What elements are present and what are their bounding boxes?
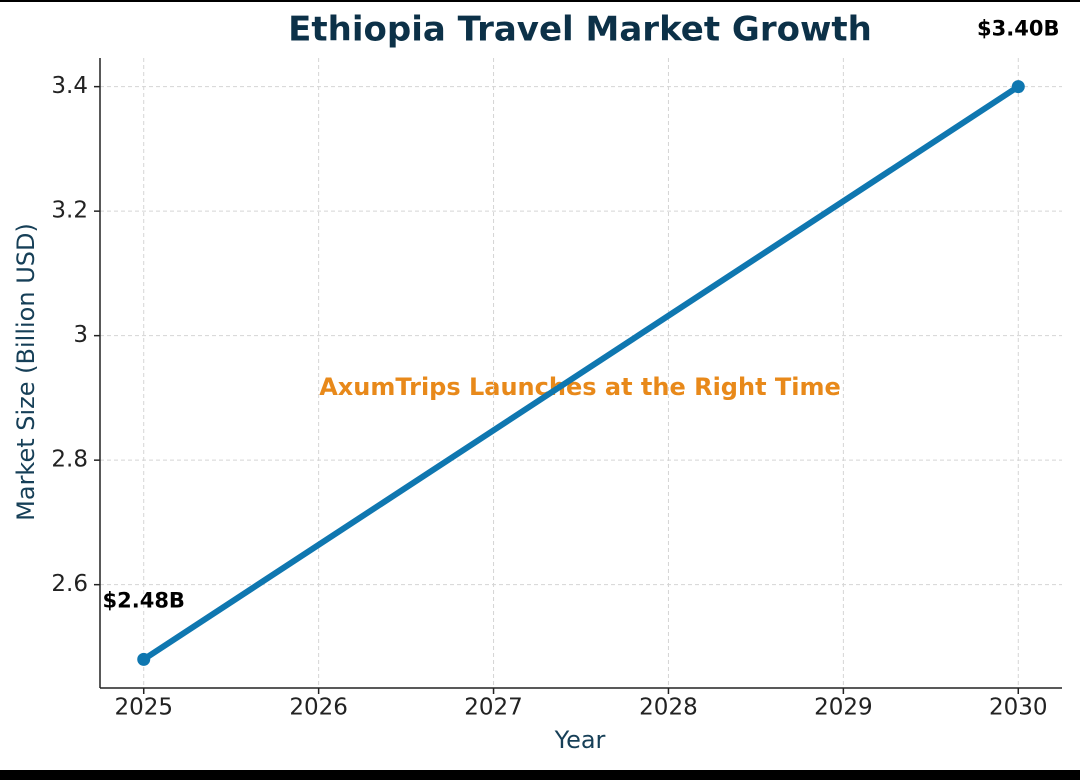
x-tick-label: 2025	[114, 695, 173, 721]
y-axis-label: Market Size (Billion USD)	[12, 223, 40, 521]
data-label: $3.40B	[977, 17, 1059, 41]
x-axis-label: Year	[554, 726, 606, 754]
x-tick-label: 2028	[639, 695, 698, 721]
chart-title: Ethiopia Travel Market Growth	[288, 10, 872, 50]
bottom-edge	[0, 770, 1080, 780]
y-tick-label: 3.2	[51, 198, 88, 224]
x-tick-label: 2030	[989, 695, 1048, 721]
x-tick-label: 2029	[814, 695, 873, 721]
x-tick-label: 2026	[289, 695, 348, 721]
data-label: $2.48B	[103, 588, 185, 612]
line	[140, 83, 1022, 663]
point	[1011, 80, 1025, 94]
y-tick-label: 2.8	[51, 447, 88, 473]
point	[137, 652, 151, 666]
grid	[100, 58, 1062, 688]
y-tick-label: 3.4	[51, 73, 88, 99]
y-tick-label: 3	[73, 322, 88, 348]
y-tick-label: 2.6	[51, 571, 88, 597]
annotation: AxumTrips Launches at the Right Time	[319, 373, 841, 401]
x-tick-label: 2027	[464, 695, 523, 721]
